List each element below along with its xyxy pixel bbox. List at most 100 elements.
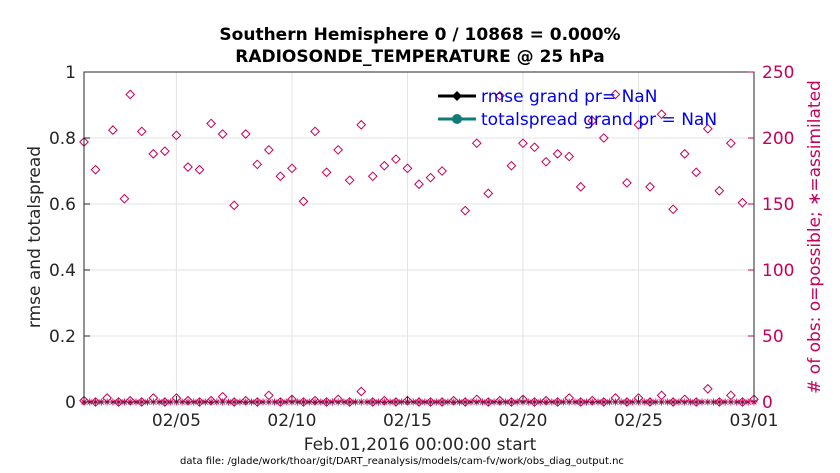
left-tick-label: 0.8 — [49, 129, 76, 149]
legend-label-rmse: rmse grand pr= NaN — [481, 87, 657, 107]
left-tick-label: 0.4 — [49, 261, 76, 281]
possible-obs-marker — [460, 397, 471, 407]
possible-obs-marker — [714, 397, 725, 407]
possible-obs-marker — [737, 197, 748, 208]
possible-obs-marker — [437, 397, 448, 407]
chart-title-line-2: RADIOSONDE_TEMPERATURE @ 25 hPa — [235, 47, 605, 67]
possible-obs-marker — [119, 193, 130, 204]
possible-obs-marker — [379, 160, 390, 171]
plot-area — [84, 72, 754, 402]
data-file-footnote: data file: /glade/work/thoar/git/DART_re… — [180, 456, 624, 467]
possible-obs-marker — [598, 133, 609, 143]
possible-obs-marker — [506, 160, 517, 171]
y-axis-label-left: rmse and totalspread — [25, 146, 45, 328]
possible-obs-marker — [321, 167, 332, 178]
possible-obs-marker — [390, 397, 401, 407]
possible-obs-marker — [356, 386, 367, 397]
possible-obs-marker — [529, 142, 540, 153]
possible-obs-marker — [275, 171, 286, 182]
possible-obs-marker — [622, 177, 632, 188]
possible-obs-marker — [575, 397, 586, 407]
possible-obs-marker — [702, 383, 713, 394]
possible-obs-marker — [633, 119, 644, 130]
left-tick-label: 0.2 — [49, 327, 76, 347]
left-axis: 0 0.2 0.4 0.6 0.8 1 — [49, 63, 90, 413]
possible-obs-marker — [598, 397, 609, 407]
possible-obs-marker — [321, 397, 332, 407]
right-tick-label: 0 — [762, 393, 773, 413]
possible-obs-marker — [668, 204, 679, 215]
possible-obs-marker — [159, 397, 170, 407]
possible-obs-marker — [437, 166, 448, 176]
possible-obs-marker — [483, 188, 494, 199]
possible-obs-marker — [564, 151, 575, 162]
right-axis: 0 50 100 150 200 250 — [748, 63, 794, 413]
possible-obs-marker — [206, 118, 216, 129]
possible-obs-marker — [183, 162, 193, 172]
possible-obs-marker — [645, 397, 655, 407]
possible-obs-marker — [714, 185, 725, 196]
possible-obs-marker — [252, 397, 263, 407]
possible-obs-marker — [414, 179, 424, 190]
x-tick-label: 02/05 — [152, 411, 201, 431]
possible-obs-marker — [552, 397, 563, 407]
left-tick-label: 1 — [65, 63, 76, 83]
possible-obs-marker — [194, 397, 205, 407]
possible-obs-marker — [148, 148, 159, 159]
possible-obs-marker — [367, 397, 378, 407]
legend-marker-rmse — [452, 91, 462, 101]
possible-obs-marker — [344, 175, 355, 186]
right-tick-label: 50 — [762, 327, 784, 347]
possible-obs-marker — [518, 138, 528, 149]
left-tick-label: 0.6 — [49, 195, 76, 215]
x-tick-label: 02/15 — [383, 411, 432, 431]
possible-obs-marker — [252, 159, 263, 170]
possible-obs-marker — [529, 397, 540, 407]
possible-obs-marker — [737, 397, 748, 407]
possible-obs-marker — [506, 397, 517, 407]
right-tick-label: 200 — [762, 129, 794, 149]
right-tick-label: 100 — [762, 261, 794, 281]
possible-obs-marker — [90, 397, 101, 407]
possible-obs-marker — [656, 109, 667, 120]
possible-obs-marker — [229, 200, 240, 211]
possible-obs-marker — [217, 129, 228, 139]
x-axis-label: Feb.01,2016 00:00:00 start — [304, 435, 537, 455]
possible-obs-marker — [333, 144, 344, 155]
possible-obs-marker — [668, 397, 679, 407]
possible-obs-marker — [125, 89, 136, 100]
possible-obs-marker — [414, 397, 424, 407]
possible-obs-marker — [679, 148, 690, 159]
possible-obs-marker — [136, 397, 147, 407]
left-tick-label: 0 — [65, 393, 76, 413]
y-axis-label-right: # of obs: o=possible; ∗=assimilated — [805, 80, 825, 394]
possible-obs-marker — [298, 196, 309, 207]
possible-obs-marker — [460, 205, 471, 216]
possible-obs-marker — [310, 126, 320, 137]
right-tick-label: 250 — [762, 63, 794, 83]
legend: rmse grand pr= NaN totalspread grand pr … — [438, 87, 717, 130]
possible-obs-marker — [159, 146, 170, 157]
possible-obs-marker — [541, 156, 551, 167]
possible-obs-marker — [610, 89, 621, 100]
possible-obs-marker — [136, 126, 147, 137]
possible-obs-marker — [552, 148, 563, 159]
possible-obs-marker — [287, 163, 297, 174]
possible-obs-marker — [494, 90, 505, 101]
possible-obs-marker — [229, 397, 240, 407]
possible-obs-marker — [90, 164, 101, 175]
possible-obs-marker — [390, 154, 401, 165]
possible-obs-marker — [356, 119, 367, 130]
legend-marker-totalspread — [452, 114, 462, 124]
legend-label-totalspread: totalspread grand pr = NaN — [481, 110, 717, 130]
possible-obs-marker — [107, 125, 118, 135]
possible-obs-marker — [344, 397, 355, 407]
possible-obs-marker — [587, 115, 598, 126]
gridlines — [84, 71, 755, 403]
x-tick-label: 02/25 — [614, 411, 663, 431]
possible-obs-marker — [275, 397, 286, 407]
possible-obs-marker — [194, 164, 205, 175]
x-tick-label: 03/01 — [730, 411, 779, 431]
possible-obs-marker — [425, 172, 436, 183]
